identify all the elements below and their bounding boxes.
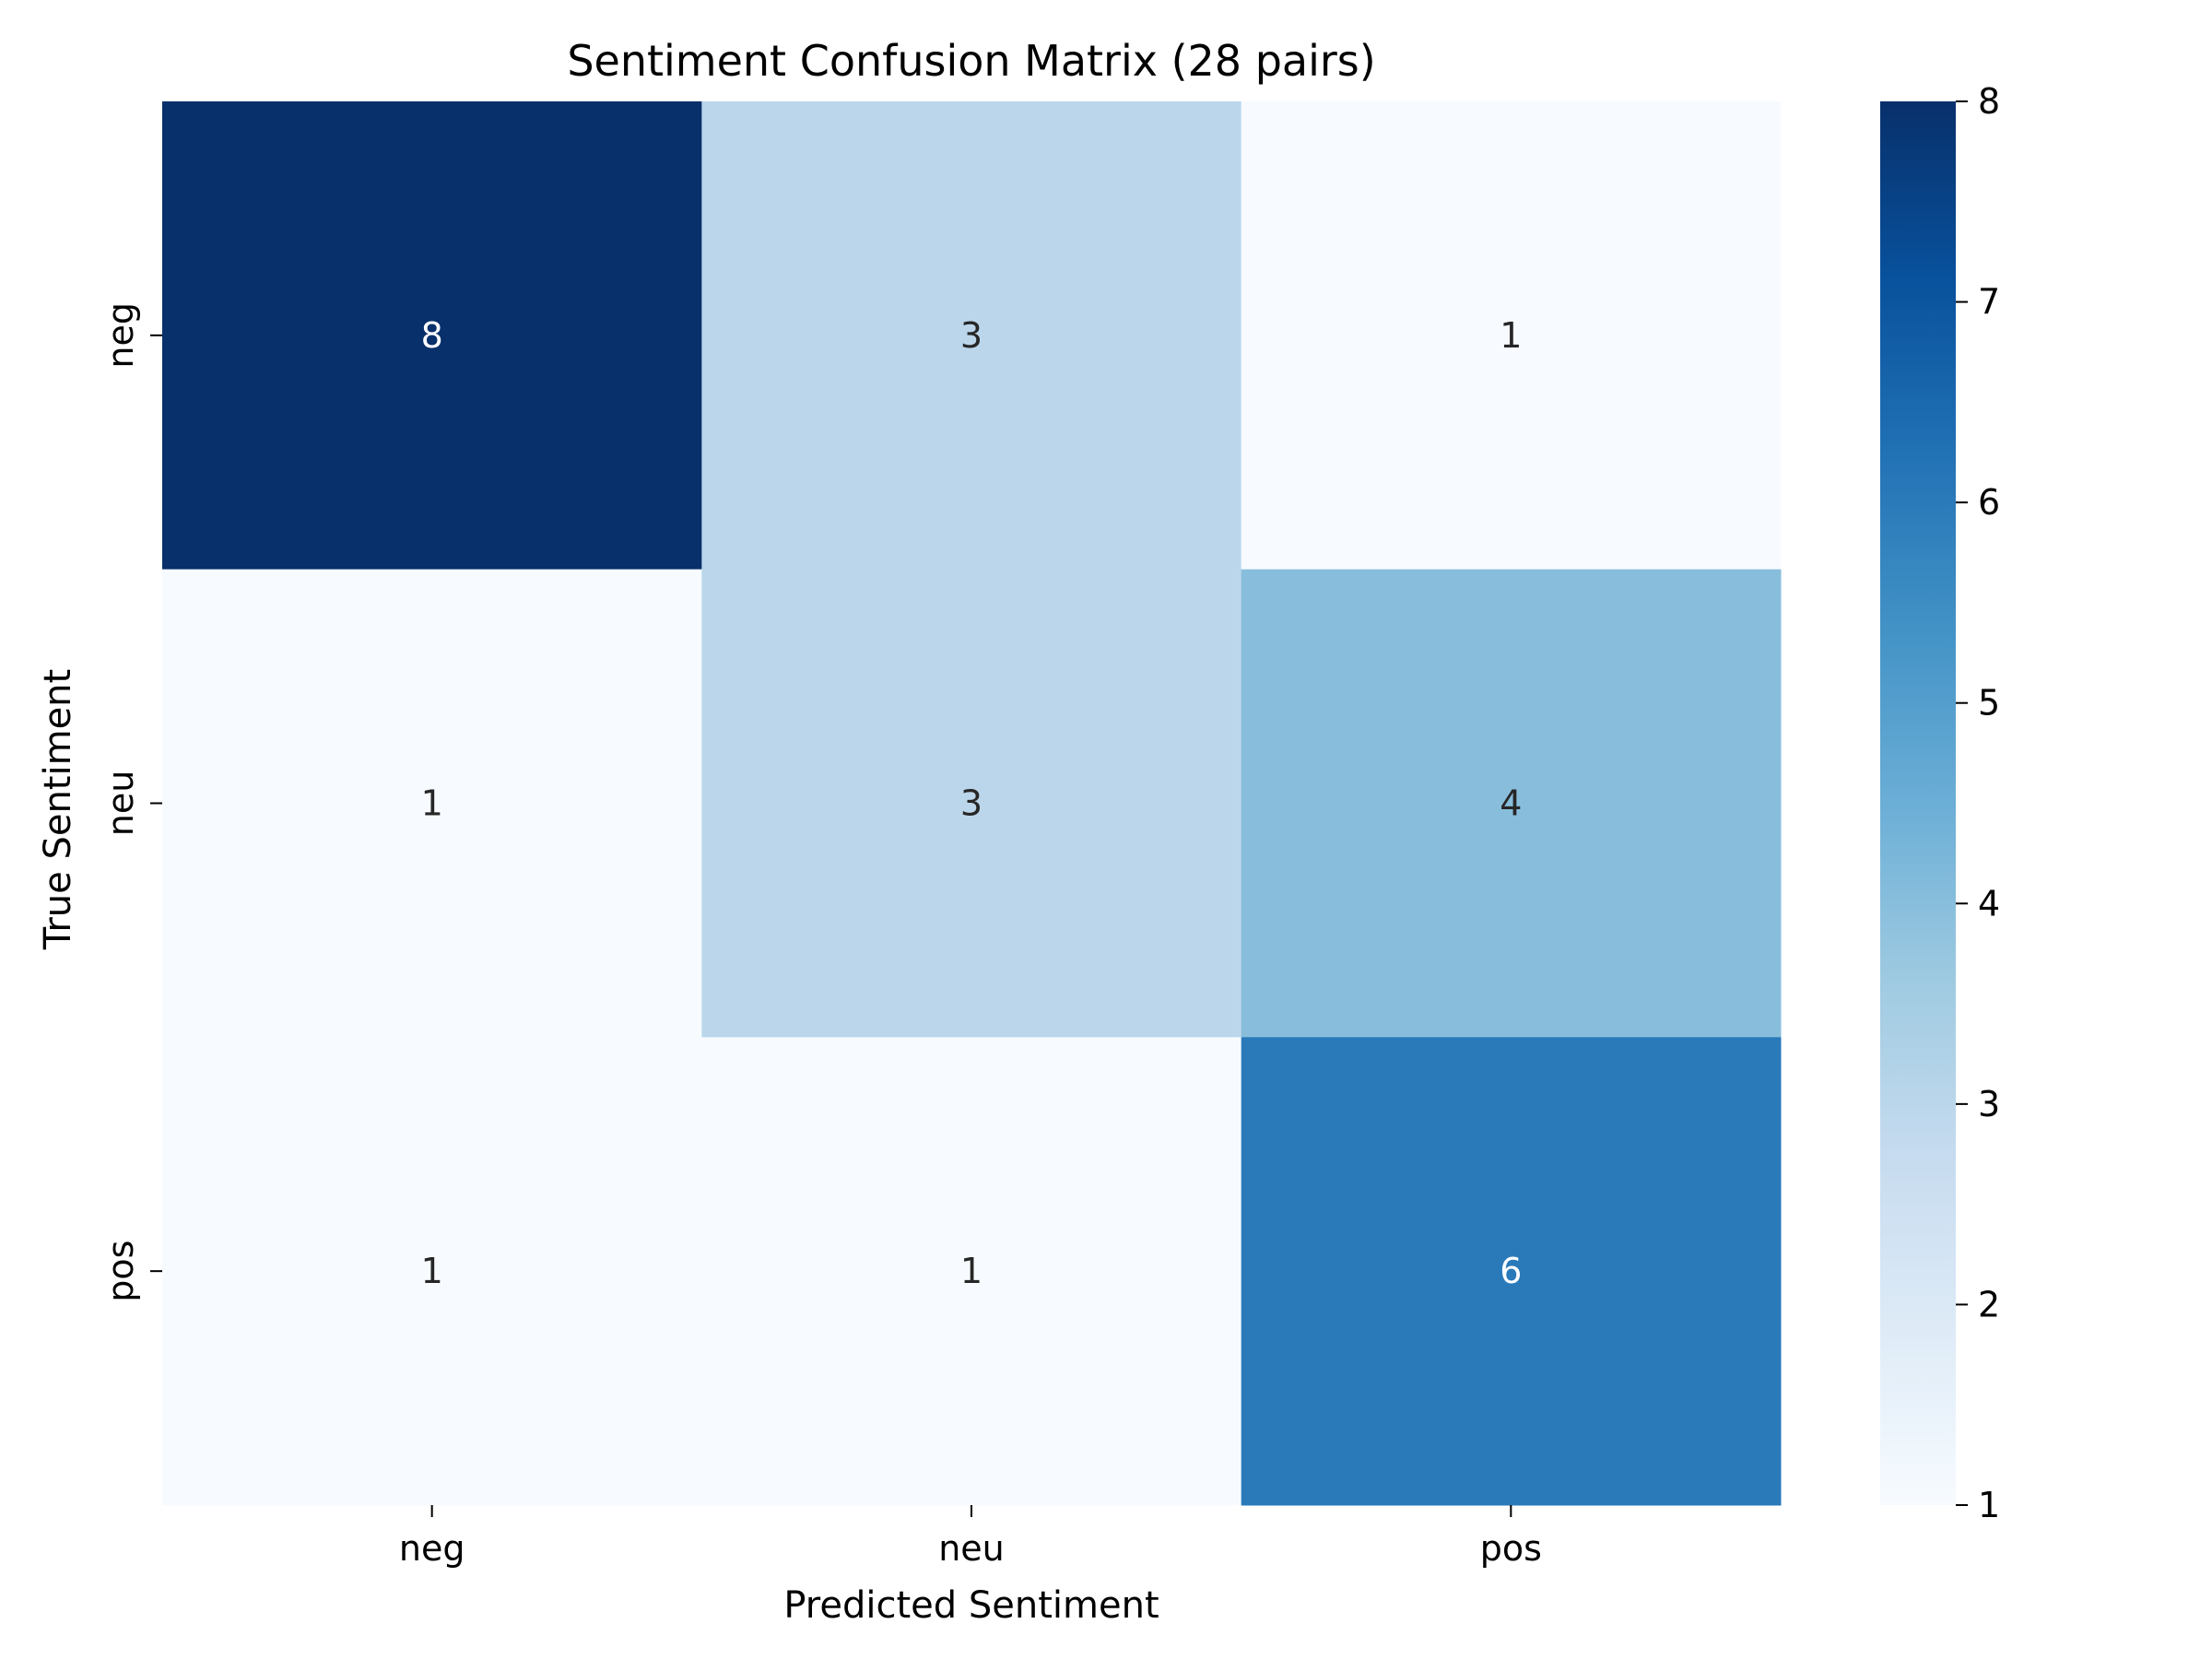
colorbar-tick-label-2: 2 [1978,1284,2000,1324]
colorbar-tick-label-6: 6 [1978,482,2000,523]
heatmap-cell-neg-neg [162,101,702,571]
colorbar-tick-label-5: 5 [1978,683,2000,724]
colorbar-tick-label-7: 7 [1978,282,2000,323]
x-axis-ticks: neg neu pos [399,1505,1542,1569]
cell-value-neg-neu: 3 [960,315,982,356]
x-axis-label: Predicted Sentiment [783,1584,1159,1627]
heatmap-cell-labels: 8 3 1 1 3 4 1 1 6 [421,315,1523,1291]
chart-title: Sentiment Confusion Matrix (28 pairs) [567,36,1375,86]
heatmap-cell-pos-pos [1241,1037,1782,1506]
colorbar-ticks: 1 2 3 4 5 6 7 8 [1956,81,2000,1525]
colorbar [1880,101,1956,1505]
heatmap-cell-neu-neg [162,569,702,1038]
x-tick-label-neg: neg [399,1528,465,1569]
colorbar-tick-label-1: 1 [1978,1485,2000,1525]
colorbar-tick-label-4: 4 [1978,883,2000,924]
cell-value-neg-neg: 8 [421,315,443,356]
heatmap-cell-neu-neu [701,569,1242,1038]
heatmap-cells [162,101,1782,1506]
x-tick-label-neu: neu [938,1528,1005,1569]
y-tick-label-neu: neu [100,771,141,837]
heatmap-cell-neg-pos [1241,101,1782,571]
y-tick-label-pos: pos [100,1241,141,1302]
cell-value-pos-pos: 6 [1500,1251,1522,1291]
cell-value-neg-pos: 1 [1500,315,1522,356]
heatmap-cell-pos-neg [162,1037,702,1506]
heatmap-cell-neg-neu [701,101,1242,571]
cell-value-pos-neg: 1 [421,1251,443,1291]
cell-value-pos-neu: 1 [960,1251,982,1291]
y-axis-label: True Sentiment [37,669,79,950]
cell-value-neu-pos: 4 [1500,783,1522,824]
colorbar-tick-label-3: 3 [1978,1084,2000,1124]
y-axis-ticks: neg neu pos [100,302,162,1302]
y-tick-label-neg: neg [100,302,141,369]
cell-value-neu-neu: 3 [960,783,982,824]
x-tick-label-pos: pos [1480,1528,1542,1569]
cell-value-neu-neg: 1 [421,783,443,824]
heatmap-cell-neu-pos [1241,569,1782,1038]
heatmap-cell-pos-neu [701,1037,1242,1506]
colorbar-tick-label-8: 8 [1978,81,2000,122]
